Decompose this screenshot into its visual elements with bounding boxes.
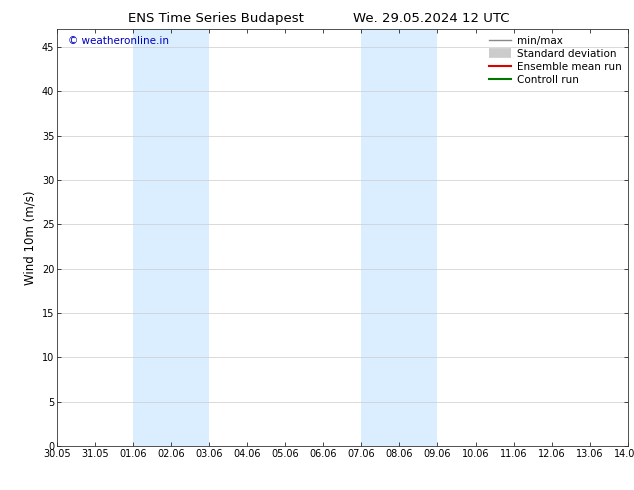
Bar	[361, 29, 437, 446]
Text: © weatheronline.in: © weatheronline.in	[68, 36, 169, 46]
Text: We. 29.05.2024 12 UTC: We. 29.05.2024 12 UTC	[353, 12, 509, 25]
Y-axis label: Wind 10m (m/s): Wind 10m (m/s)	[23, 191, 36, 285]
Text: ENS Time Series Budapest: ENS Time Series Budapest	[127, 12, 304, 25]
Bar	[133, 29, 209, 446]
Legend: min/max, Standard deviation, Ensemble mean run, Controll run: min/max, Standard deviation, Ensemble me…	[484, 31, 626, 89]
